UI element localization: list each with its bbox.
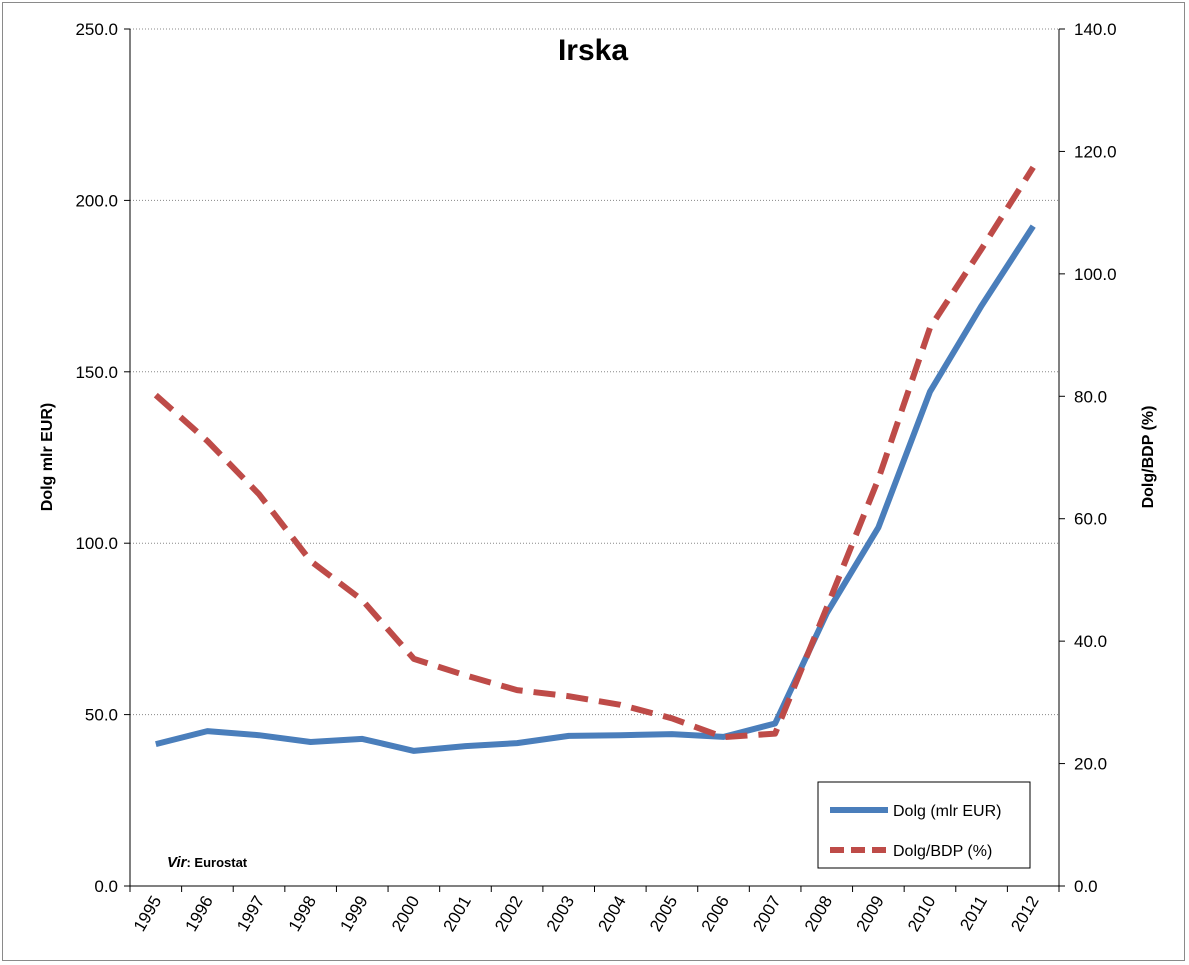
x-tick-label: 2012 [1007,893,1042,935]
x-tick-label: 1995 [130,893,165,935]
y2-tick-label: 40.0 [1074,632,1107,651]
x-tick-label: 2003 [543,893,578,935]
x-tick-label: 2008 [801,893,836,935]
chart-title: Irska [558,34,628,67]
y2-tick-label: 0.0 [1074,877,1098,896]
y2-tick-label: 60.0 [1074,510,1107,529]
series-lines [153,165,1036,754]
x-tick-label: 2006 [698,893,733,935]
y2-tick-label: 120.0 [1074,142,1117,161]
x-tick-label: 1999 [336,893,371,935]
y-tick-label: 150.0 [75,363,118,382]
y-tick-label: 0.0 [94,877,118,896]
x-tick-label: 2007 [749,893,784,935]
gridlines [130,28,1059,716]
x-tick-label: 2001 [440,893,475,935]
source-note: Vir: Eurostat [167,854,248,871]
source-label: Vir [167,854,188,871]
x-tick-label: 2002 [491,893,526,935]
legend-label-debt: Dolg (mlr EUR) [893,803,1001,820]
x-tick-label: 2000 [388,893,423,935]
x-tick-label: 2011 [956,892,991,933]
x-tick-label: 2010 [904,893,939,935]
y2-tick-label: 20.0 [1074,755,1107,774]
x-tick-label: 2009 [852,893,887,935]
x-tick-label: 2005 [646,893,681,935]
y-tick-label: 100.0 [75,534,118,553]
series-line-debt-to-gdp [153,165,1036,741]
legend: Dolg (mlr EUR) Dolg/BDP (%) [817,781,1031,869]
x-tick-label: 1998 [285,893,320,935]
y-tick-label: 50.0 [85,706,118,725]
x-tick-label: 1996 [182,893,217,935]
y2-axis-label: Dolg/BDP (%) [1140,406,1157,509]
y2-tick-label: 100.0 [1074,265,1117,284]
y2-tick-label: 80.0 [1074,387,1107,406]
legend-label-ratio: Dolg/BDP (%) [893,843,992,860]
legend-box [817,781,1031,869]
x-tick-label: 2004 [594,893,629,935]
y2-tick-label: 140.0 [1074,20,1117,39]
series-line-debt [155,224,1036,754]
y-tick-label: 250.0 [75,20,118,39]
y-tick-label: 200.0 [75,191,118,210]
source-text: : Eurostat [186,855,247,870]
y-axis-label: Dolg mlr EUR) [39,403,56,511]
x-tick-label: 1997 [233,893,268,935]
